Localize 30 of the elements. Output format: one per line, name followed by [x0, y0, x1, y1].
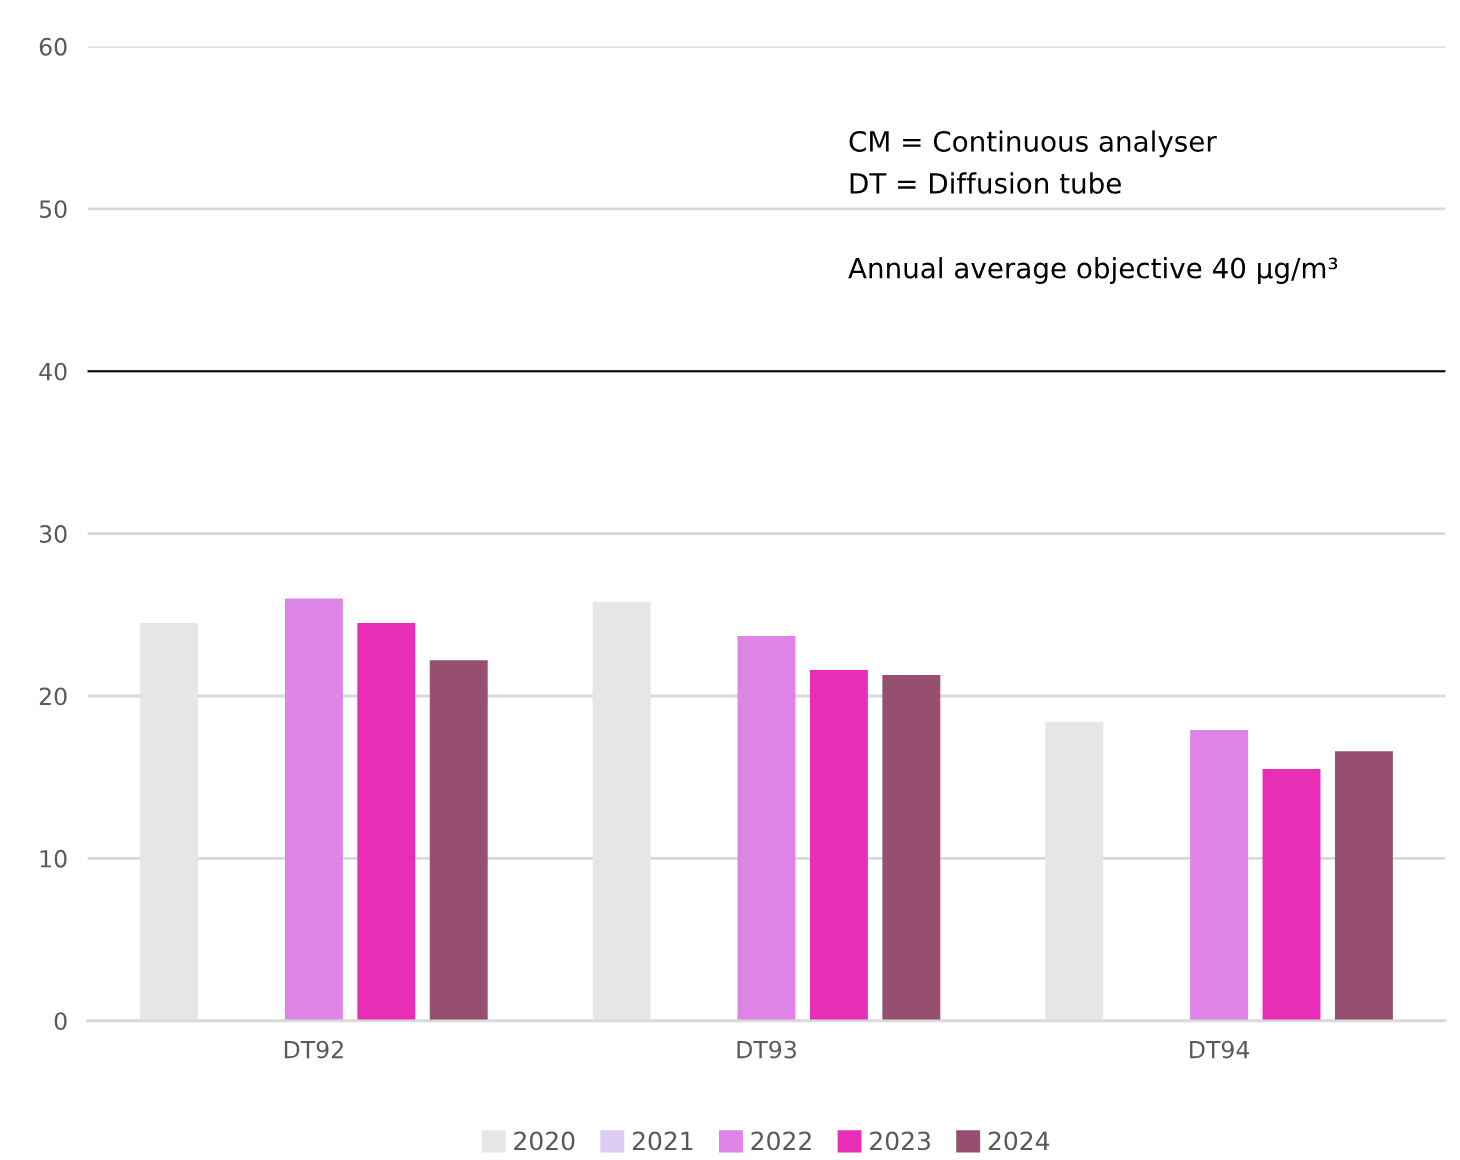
y-tick-label: 40 — [39, 362, 67, 381]
y-tick-label: 20 — [39, 687, 67, 706]
x-tick-label: DT92 — [284, 1040, 343, 1059]
bar — [1190, 730, 1249, 1021]
y-tick-label: 30 — [39, 525, 67, 543]
bar — [1262, 769, 1321, 1021]
y-tick-label: 60 — [39, 37, 67, 56]
annotation: DT = Diffusion tube — [850, 172, 1121, 194]
legend-label: 2020 — [514, 1131, 575, 1151]
legend-label: 2021 — [632, 1131, 693, 1151]
annotation: Annual average objective 40 µg/m³ — [848, 257, 1338, 284]
y-tick-label: 0 — [54, 1012, 67, 1031]
annotation: CM = Continuous analyser — [849, 130, 1217, 158]
bar — [357, 622, 416, 1021]
y-tick-label: 50 — [39, 200, 67, 219]
bar — [1334, 751, 1393, 1021]
bar — [737, 635, 796, 1021]
bar — [429, 660, 488, 1021]
x-tick-label: DT94 — [1190, 1040, 1250, 1059]
y-tick-label: 10 — [40, 849, 67, 868]
bar — [1045, 721, 1104, 1021]
bar — [592, 601, 651, 1021]
bar — [140, 622, 199, 1021]
legend-label: 2024 — [988, 1131, 1050, 1151]
legend-label: 2023 — [870, 1131, 930, 1151]
bar — [284, 598, 343, 1021]
bar — [882, 674, 941, 1021]
bar — [809, 670, 868, 1021]
legend-label: 2022 — [751, 1131, 811, 1151]
x-tick-label: DT93 — [737, 1040, 796, 1059]
